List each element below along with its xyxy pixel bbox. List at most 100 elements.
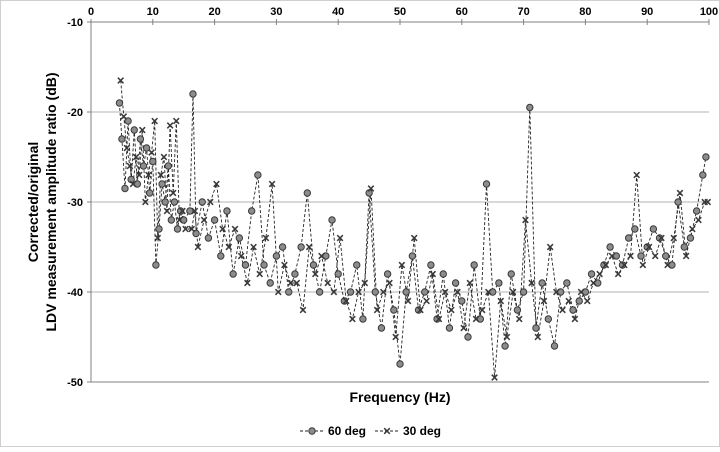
- data-point-series-1: [649, 225, 658, 233]
- data-point-series-2: [191, 207, 199, 215]
- data-point-series-1: [421, 288, 429, 296]
- data-point-series-1: [164, 162, 172, 170]
- data-point-series-1: [458, 297, 466, 305]
- data-point-series-1: [121, 184, 129, 193]
- data-point-series-1: [322, 252, 330, 260]
- data-point-series-1: [662, 252, 670, 260]
- data-point-series-1: [266, 279, 274, 287]
- data-point-series-2: [423, 297, 430, 305]
- data-point-series-2: [312, 270, 319, 278]
- data-point-series-2: [577, 288, 585, 296]
- data-point-series-2: [491, 374, 498, 381]
- x-axis-title: Frequency (Hz): [349, 389, 450, 405]
- data-point-series-1: [526, 103, 534, 112]
- data-point-series-1: [587, 270, 596, 278]
- data-point-series-1: [340, 297, 349, 305]
- data-point-series-2: [129, 180, 137, 188]
- data-point-series-2: [447, 306, 455, 314]
- data-point-series-1: [142, 144, 151, 152]
- data-point-series-1: [173, 225, 182, 233]
- data-point-series-2: [522, 216, 529, 224]
- data-point-series-1: [204, 234, 213, 242]
- data-point-series-2: [528, 279, 535, 287]
- legend-marker-2: [383, 427, 391, 435]
- data-point-series-2: [120, 113, 128, 120]
- data-point-series-2: [645, 243, 653, 251]
- data-point-series-1: [702, 153, 710, 161]
- data-point-series-2: [318, 252, 325, 260]
- data-point-series-2: [132, 153, 140, 161]
- data-point-series-2: [117, 77, 124, 84]
- data-point-series-1: [303, 189, 311, 197]
- data-point-series-2: [565, 297, 573, 305]
- axis-labels: Frequency (Hz) Corrected/original LDV me…: [25, 72, 451, 405]
- data-point-series-2: [138, 126, 146, 134]
- data-point-series-2: [614, 270, 622, 278]
- y-tick-label: -50: [67, 377, 83, 389]
- data-point-series-2: [225, 243, 233, 251]
- data-point-series-1: [285, 288, 293, 296]
- data-point-series-1: [359, 315, 367, 323]
- x-tick-label: 80: [579, 6, 591, 18]
- data-point-series-1: [315, 288, 324, 296]
- data-point-series-2: [293, 279, 301, 287]
- data-point-series-2: [534, 333, 542, 341]
- data-point-series-1: [146, 189, 154, 197]
- data-point-series-1: [118, 135, 126, 143]
- data-point-series-1: [291, 270, 299, 278]
- data-point-series-1: [600, 261, 608, 269]
- data-point-series-2: [664, 261, 671, 269]
- data-point-series-1: [278, 243, 287, 251]
- data-point-series-1: [235, 234, 244, 242]
- series-line-2: [120, 80, 708, 378]
- series-points: [115, 77, 712, 381]
- data-point-series-1: [198, 198, 206, 206]
- data-point-series-2: [602, 261, 610, 269]
- data-point-series-2: [237, 252, 245, 260]
- data-point-series-1: [133, 180, 142, 188]
- data-point-series-1: [464, 333, 472, 341]
- data-point-series-1: [495, 279, 503, 287]
- data-point-series-1: [482, 180, 491, 188]
- data-point-series-1: [631, 225, 639, 233]
- data-point-series-2: [590, 279, 597, 287]
- data-point-series-1: [668, 261, 676, 269]
- data-point-series-1: [260, 261, 268, 269]
- data-point-series-2: [441, 288, 449, 296]
- data-point-series-2: [250, 243, 257, 251]
- data-point-series-1: [247, 207, 256, 215]
- data-point-series-1: [643, 243, 651, 251]
- data-point-series-2: [546, 243, 554, 251]
- x-tick-label: 100: [700, 6, 718, 18]
- data-point-series-2: [429, 270, 437, 278]
- data-point-series-2: [219, 225, 226, 233]
- data-point-series-2: [596, 270, 603, 278]
- data-point-series-1: [217, 252, 225, 260]
- data-point-series-1: [139, 162, 148, 170]
- data-point-series-1: [414, 306, 423, 314]
- data-point-series-1: [136, 135, 145, 143]
- data-point-series-1: [180, 216, 188, 224]
- data-point-series-1: [402, 288, 410, 296]
- data-point-series-1: [254, 171, 262, 179]
- y-tick-label: -40: [67, 287, 83, 299]
- data-point-series-2: [287, 279, 294, 287]
- data-point-series-1: [161, 198, 169, 206]
- data-point-series-1: [606, 243, 614, 251]
- data-point-series-2: [342, 297, 350, 305]
- data-point-series-1: [377, 324, 386, 332]
- data-point-series-1: [563, 279, 571, 287]
- data-point-series-2: [169, 189, 177, 197]
- data-point-series-2: [695, 216, 702, 224]
- data-point-series-2: [324, 279, 332, 287]
- data-point-series-2: [231, 225, 239, 233]
- y-tick-label: -20: [67, 107, 83, 119]
- data-point-series-2: [417, 306, 424, 314]
- data-point-series-1: [699, 171, 707, 179]
- data-point-series-2: [410, 234, 418, 242]
- data-point-series-2: [151, 117, 158, 125]
- data-point-series-1: [130, 126, 138, 134]
- data-point-series-1: [507, 270, 515, 278]
